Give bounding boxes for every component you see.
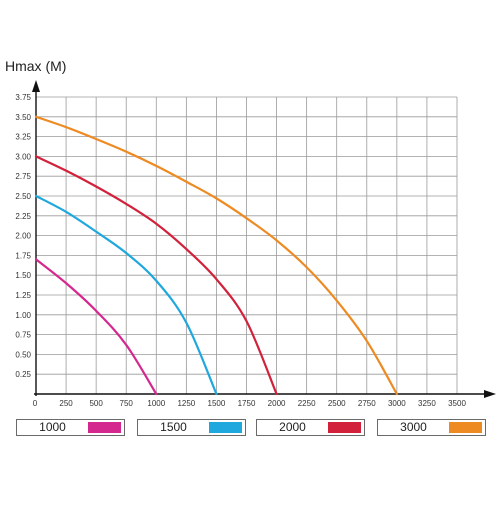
y-tick-label: 0.75 <box>15 331 31 340</box>
legend-label: 1500 <box>160 420 187 434</box>
y-tick-label: 2.50 <box>15 192 31 201</box>
x-tick-label: 250 <box>59 399 73 408</box>
legend-swatch <box>328 422 361 433</box>
legend-swatch <box>209 422 242 433</box>
axes <box>32 80 496 398</box>
legend-label: 3000 <box>400 420 427 434</box>
y-tick-label: 3.75 <box>15 93 31 102</box>
series-line-3000 <box>34 115 398 396</box>
legend-label: 2000 <box>279 420 306 434</box>
series-lines <box>34 115 398 396</box>
legend-item-1000: 1000 <box>16 419 125 436</box>
y-tick-label: 1.25 <box>15 291 31 300</box>
grid <box>36 96 458 394</box>
x-tick-label: 1250 <box>177 399 195 408</box>
y-tick-label: 1.75 <box>15 251 31 260</box>
y-tick-label: 3.25 <box>15 133 31 142</box>
x-tick-label: 3000 <box>388 399 406 408</box>
x-tick-label: 1750 <box>238 399 256 408</box>
y-tick-label: 0.50 <box>15 350 31 359</box>
legend-item-2000: 2000 <box>256 419 365 436</box>
x-tick-label: 2750 <box>358 399 376 408</box>
y-tick-label: 3.50 <box>15 113 31 122</box>
x-tick-label: 2500 <box>328 399 346 408</box>
x-tick-label: 2000 <box>268 399 286 408</box>
legend-swatch <box>449 422 482 433</box>
series-line-1000 <box>34 258 158 396</box>
y-tick-label: 3.00 <box>15 152 31 161</box>
series-line-1500 <box>34 194 218 396</box>
x-axis-arrow <box>484 390 496 398</box>
x-tick-label: 0 <box>33 399 38 408</box>
y-tick-label: 2.75 <box>15 172 31 181</box>
x-tick-label: 1000 <box>147 399 165 408</box>
legend-item-3000: 3000 <box>377 419 486 436</box>
tick-labels: 0 250 500 750 1000 1250 1500 1750 2000 2250 2500 27… <box>15 93 466 408</box>
legend-label: 1000 <box>39 420 66 434</box>
legend-swatch <box>88 422 121 433</box>
legend-item-1500: 1500 <box>137 419 246 436</box>
x-tick-label: 3250 <box>418 399 436 408</box>
y-axis-arrow <box>32 80 40 92</box>
y-tick-label: 2.25 <box>15 212 31 221</box>
y-tick-label: 1.50 <box>15 271 31 280</box>
x-tick-label: 500 <box>89 399 103 408</box>
y-tick-label: 0.25 <box>15 370 31 379</box>
series-line-2000 <box>34 155 278 396</box>
x-tick-label: 1500 <box>208 399 226 408</box>
y-tick-label: 2.00 <box>15 232 31 241</box>
y-tick-label: 1.00 <box>15 311 31 320</box>
x-tick-label: 2250 <box>298 399 316 408</box>
y-axis-title: Hmax (M) <box>5 58 66 74</box>
x-tick-label: 3500 <box>448 399 466 408</box>
x-tick-label: 750 <box>120 399 134 408</box>
